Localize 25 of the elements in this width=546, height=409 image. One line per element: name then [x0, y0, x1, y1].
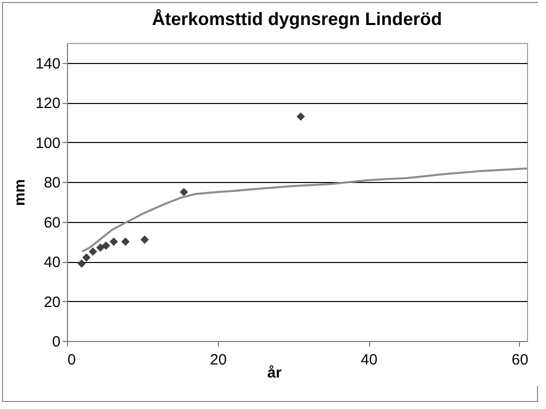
point [140, 235, 149, 244]
y-tick-label: 120 [35, 95, 60, 112]
point [77, 259, 86, 268]
y-tick-label: 100 [35, 134, 60, 152]
point [110, 237, 118, 246]
y-tick-label: 40 [44, 254, 60, 272]
point [88, 247, 98, 256]
point [296, 112, 305, 121]
y-tick-label: 80 [44, 174, 60, 192]
point [102, 241, 110, 250]
y-tick-label: 0 [52, 334, 60, 350]
x-tick-label: 20 [210, 352, 227, 368]
point [96, 243, 105, 252]
y-axis-title: mm [11, 179, 28, 206]
chart-title: Återkomsttid dygnsregn Linderöd [152, 9, 442, 29]
point [121, 237, 130, 246]
x-tick-label: 0 [68, 352, 76, 368]
x-tick-label: 60 [512, 352, 528, 368]
y-tick-label: 20 [44, 294, 60, 311]
y-tick-label: 140 [35, 55, 60, 72]
y-tick-label: 60 [44, 214, 60, 232]
point [82, 253, 91, 262]
point [180, 188, 188, 196]
x-tick-label: 40 [360, 352, 378, 368]
x-axis-title: år [267, 364, 282, 382]
